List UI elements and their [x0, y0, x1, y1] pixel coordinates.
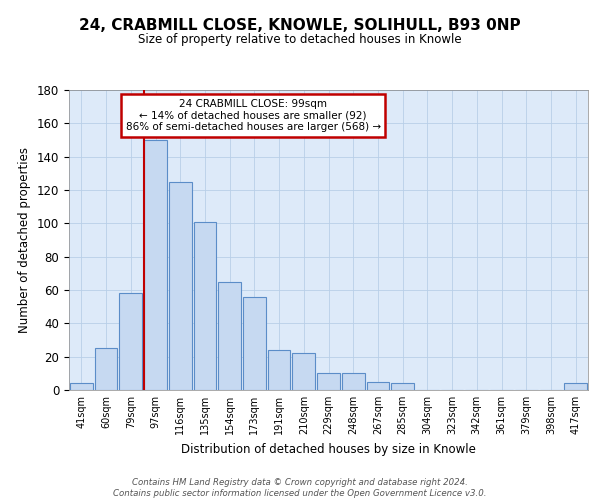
Bar [194, 222, 216, 390]
Bar [144, 140, 167, 390]
Bar [119, 294, 142, 390]
Bar [268, 350, 290, 390]
Bar [95, 348, 118, 390]
Bar [317, 374, 340, 390]
Text: Contains HM Land Registry data © Crown copyright and database right 2024.
Contai: Contains HM Land Registry data © Crown c… [113, 478, 487, 498]
Y-axis label: Number of detached properties: Number of detached properties [19, 147, 31, 333]
Bar [70, 384, 93, 390]
Bar [243, 296, 266, 390]
Bar [169, 182, 191, 390]
Bar [391, 384, 414, 390]
Bar [292, 354, 315, 390]
Text: Size of property relative to detached houses in Knowle: Size of property relative to detached ho… [138, 32, 462, 46]
X-axis label: Distribution of detached houses by size in Knowle: Distribution of detached houses by size … [181, 442, 476, 456]
Bar [564, 384, 587, 390]
Text: 24 CRABMILL CLOSE: 99sqm
← 14% of detached houses are smaller (92)
86% of semi-d: 24 CRABMILL CLOSE: 99sqm ← 14% of detach… [125, 99, 381, 132]
Bar [367, 382, 389, 390]
Text: 24, CRABMILL CLOSE, KNOWLE, SOLIHULL, B93 0NP: 24, CRABMILL CLOSE, KNOWLE, SOLIHULL, B9… [79, 18, 521, 32]
Bar [218, 282, 241, 390]
Bar [342, 374, 365, 390]
